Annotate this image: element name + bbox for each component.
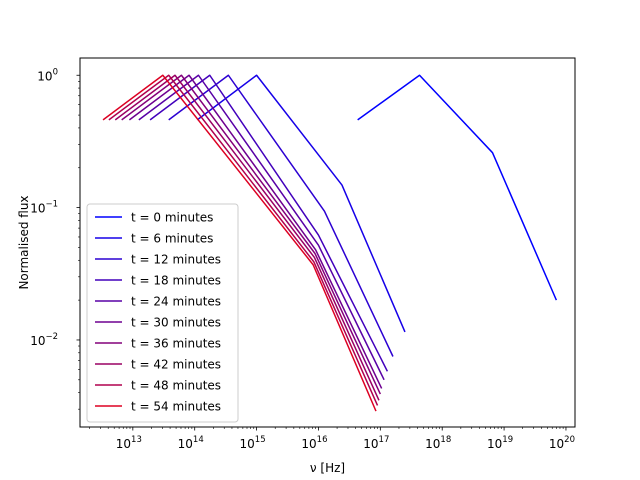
legend-label-8: t = 48 minutes xyxy=(131,379,221,393)
x-tick-label-6: 1019 xyxy=(487,435,513,451)
series-line-9 xyxy=(102,74,377,412)
series-line-1 xyxy=(196,74,406,333)
series-line-0 xyxy=(357,74,558,301)
axes-frame xyxy=(79,57,576,428)
x-axis-ticks: 1013 1014 1015 1016 1017 1018 1019 1020 xyxy=(89,427,575,451)
series-line-6 xyxy=(121,74,382,395)
legend-label-5: t = 30 minutes xyxy=(131,316,221,330)
series-line-4 xyxy=(138,74,385,381)
legend-label-3: t = 18 minutes xyxy=(131,274,221,288)
y-axis-ticks: 100 10−1 10−2 xyxy=(30,67,80,410)
x-tick-label-1: 1014 xyxy=(178,435,204,451)
legend-label-2: t = 12 minutes xyxy=(131,253,221,267)
x-tick-label-5: 1018 xyxy=(425,435,451,451)
x-tick-label-4: 1017 xyxy=(363,435,389,451)
legend-label-7: t = 42 minutes xyxy=(131,358,221,372)
y-axis-label: Normalised flux xyxy=(17,195,31,289)
plot-lines xyxy=(102,74,558,412)
legend-label-0: t = 0 minutes xyxy=(131,211,213,225)
y-tick-label-0: 100 xyxy=(37,67,58,83)
legend-box xyxy=(86,203,239,423)
series-line-7 xyxy=(114,74,380,401)
x-axis-label: ν [Hz] xyxy=(310,461,345,475)
legend: t = 0 minutes t = 6 minutes t = 12 minutes… xyxy=(86,203,239,423)
legend-label-9: t = 54 minutes xyxy=(131,400,221,414)
y-tick-label-2: 10−2 xyxy=(30,332,58,348)
legend-label-4: t = 24 minutes xyxy=(131,295,221,309)
legend-label-1: t = 6 minutes xyxy=(131,232,213,246)
series-line-8 xyxy=(108,74,379,406)
legend-label-6: t = 36 minutes xyxy=(131,337,221,351)
x-tick-label-2: 1015 xyxy=(240,435,266,451)
series-line-5 xyxy=(128,74,383,389)
x-tick-label-3: 1016 xyxy=(301,435,327,451)
x-tick-label-0: 1013 xyxy=(116,435,142,451)
y-tick-label-1: 10−1 xyxy=(30,200,58,216)
x-tick-label-7: 1020 xyxy=(549,435,575,451)
